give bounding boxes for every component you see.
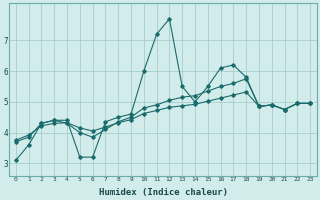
X-axis label: Humidex (Indice chaleur): Humidex (Indice chaleur) xyxy=(99,188,228,197)
